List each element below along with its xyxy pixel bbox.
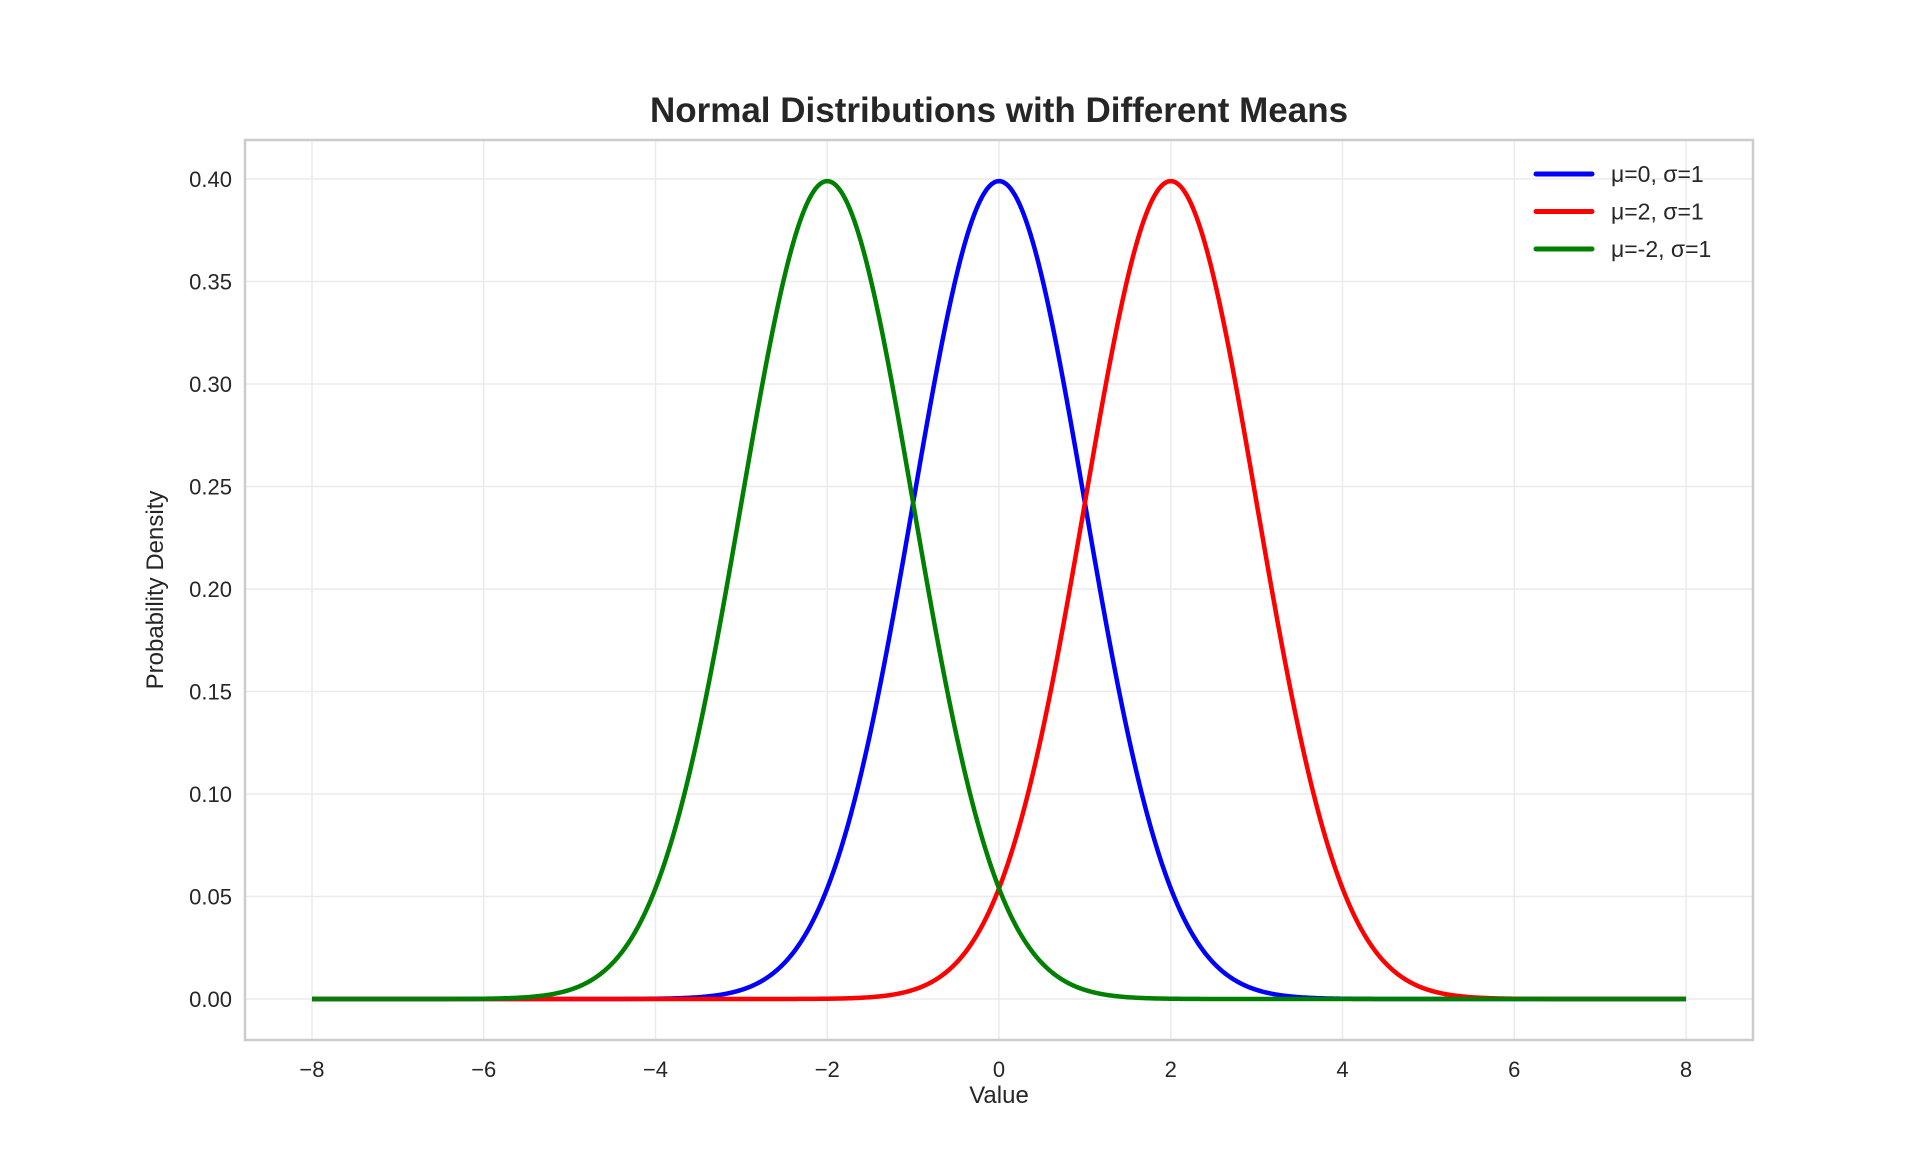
legend-label: μ=0, σ=1 xyxy=(1611,161,1704,187)
legend: μ=0, σ=1 μ=2, σ=1 μ=-2, σ=1 xyxy=(1533,161,1711,262)
x-tick-labels: −8 −6 −4 −2 0 2 4 6 8 xyxy=(299,1057,1692,1082)
y-tick-label: 0.40 xyxy=(189,167,232,192)
series-line xyxy=(311,178,1687,1002)
y-tick-label: 0.25 xyxy=(189,474,232,499)
series-lines xyxy=(311,178,1687,1002)
y-tick-label: 0.15 xyxy=(189,679,232,704)
y-tick-label: 0.30 xyxy=(189,372,232,397)
y-tick-label: 0.10 xyxy=(189,782,232,807)
chart-title: Normal Distributions with Different Mean… xyxy=(650,91,1348,130)
grid xyxy=(245,140,1753,1040)
x-axis-label: Value xyxy=(969,1082,1029,1109)
x-tick-label: 8 xyxy=(1680,1057,1692,1082)
axes-frame xyxy=(243,138,1755,1042)
x-tick-label: 6 xyxy=(1508,1057,1520,1082)
y-tick-label: 0.20 xyxy=(189,577,232,602)
y-axis-label: Probability Density xyxy=(142,491,169,690)
x-tick-label: 2 xyxy=(1165,1057,1177,1082)
x-tick-label: 4 xyxy=(1336,1057,1348,1082)
x-tick-label: −2 xyxy=(815,1057,840,1082)
y-tick-label: 0.00 xyxy=(189,987,232,1012)
x-tick-label: −8 xyxy=(299,1057,324,1082)
x-tick-label: −4 xyxy=(643,1057,668,1082)
legend-label: μ=-2, σ=1 xyxy=(1611,236,1711,262)
x-tick-label: −6 xyxy=(471,1057,496,1082)
legend-label: μ=2, σ=1 xyxy=(1611,199,1704,225)
y-tick-label: 0.35 xyxy=(189,269,232,294)
x-tick-label: 0 xyxy=(993,1057,1005,1082)
y-tick-labels: 0.00 0.05 0.10 0.15 0.20 0.25 0.30 0.35 0.40 xyxy=(189,167,232,1012)
y-tick-label: 0.05 xyxy=(189,884,232,909)
